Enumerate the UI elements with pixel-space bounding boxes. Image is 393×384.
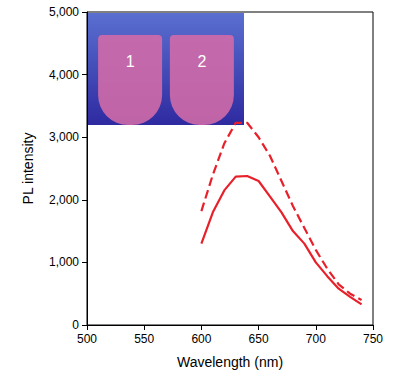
svg-text:3,000: 3,000 [49, 130, 79, 144]
svg-text:4,000: 4,000 [49, 68, 79, 82]
svg-text:550: 550 [134, 332, 154, 346]
svg-text:2: 2 [197, 53, 206, 70]
svg-text:PL intensity: PL intensity [20, 133, 36, 205]
svg-text:1: 1 [126, 53, 135, 70]
svg-text:0: 0 [72, 318, 79, 332]
svg-text:1,000: 1,000 [49, 255, 79, 269]
svg-text:600: 600 [191, 332, 211, 346]
svg-text:650: 650 [249, 332, 269, 346]
svg-text:2,000: 2,000 [49, 193, 79, 207]
svg-text:500: 500 [77, 332, 97, 346]
svg-text:5,000: 5,000 [49, 5, 79, 19]
svg-text:700: 700 [306, 332, 326, 346]
svg-text:750: 750 [363, 332, 383, 346]
svg-text:Wavelength (nm): Wavelength (nm) [177, 354, 283, 370]
